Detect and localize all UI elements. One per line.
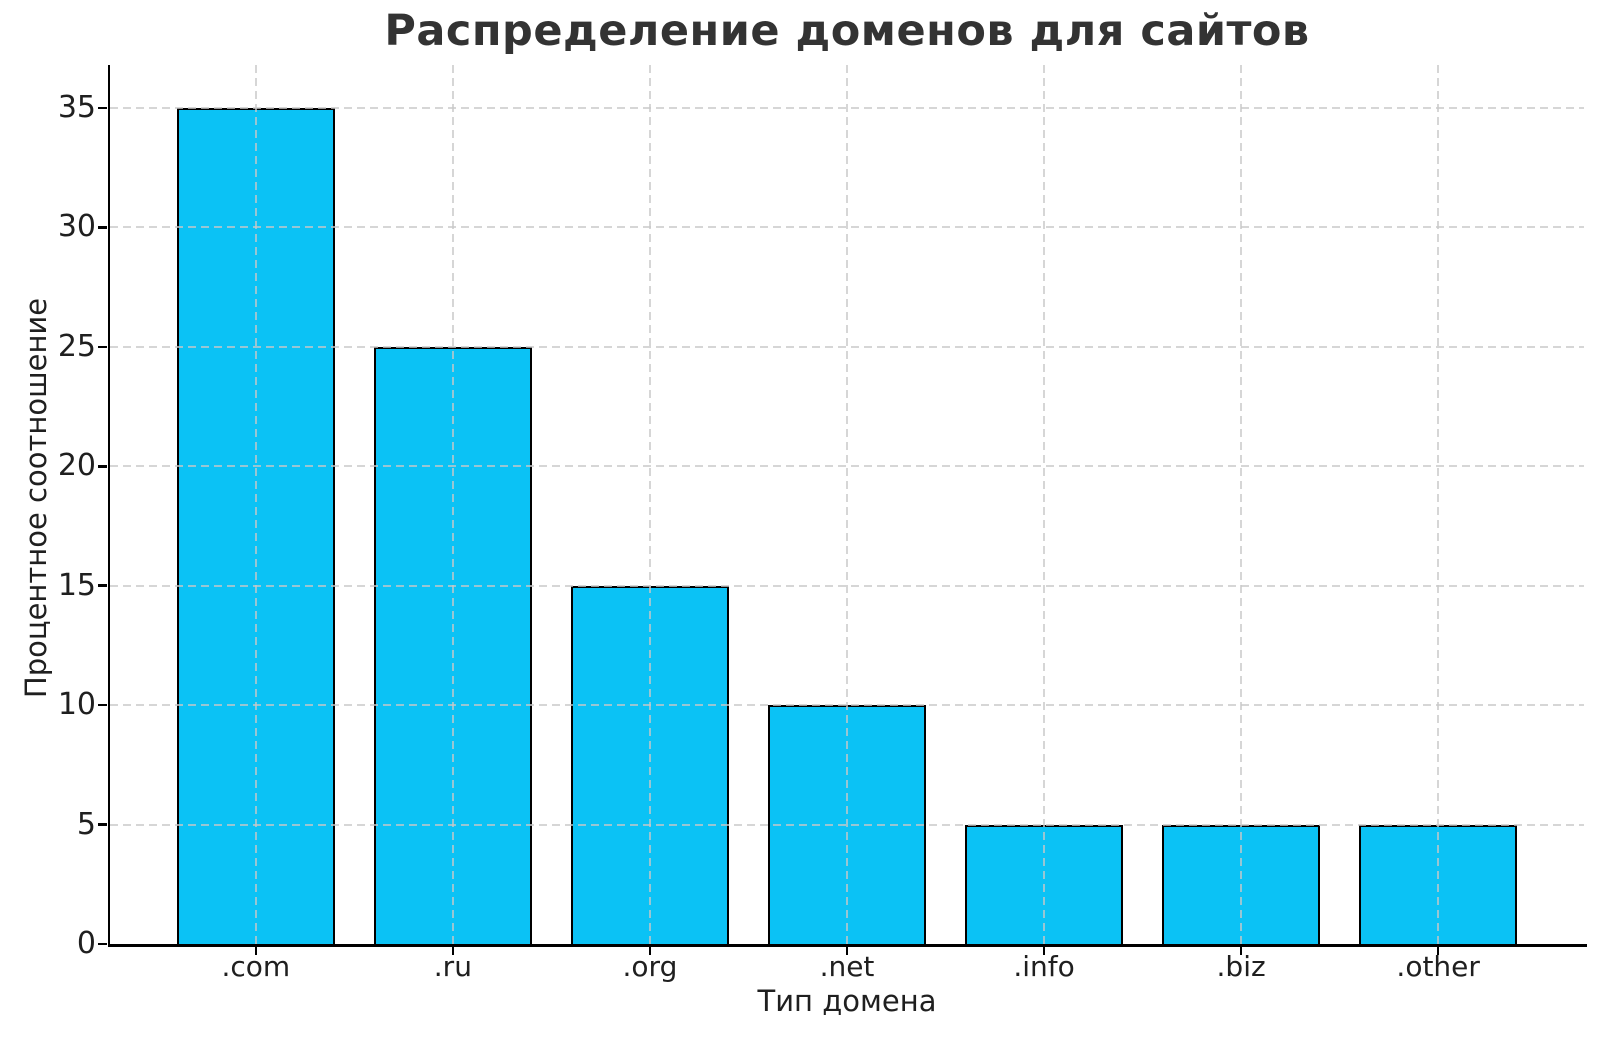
gridline-vertical bbox=[1437, 65, 1440, 944]
y-tick-mark bbox=[98, 226, 107, 229]
plot-area bbox=[110, 65, 1584, 944]
x-tick-label: .ru bbox=[433, 950, 472, 983]
x-tick-mark bbox=[254, 946, 258, 955]
y-tick-mark bbox=[98, 703, 107, 707]
x-tick-mark bbox=[648, 946, 652, 955]
x-tick-label: .other bbox=[1396, 950, 1480, 983]
y-tick-mark bbox=[98, 823, 107, 826]
chart-title: Распределение доменов для сайтов bbox=[384, 6, 1310, 56]
y-tick-mark bbox=[98, 106, 107, 110]
y-axis-spine bbox=[107, 65, 110, 947]
x-tick-label: .net bbox=[819, 950, 875, 983]
y-tick-label: 20 bbox=[57, 448, 96, 484]
x-tick-label: .info bbox=[1013, 950, 1075, 983]
y-tick-mark bbox=[98, 345, 107, 349]
y-tick-mark bbox=[98, 465, 107, 468]
x-tick-mark bbox=[1239, 946, 1243, 955]
y-tick-mark bbox=[98, 942, 107, 946]
y-tick-label: 35 bbox=[57, 89, 96, 125]
y-tick-label: 5 bbox=[76, 806, 96, 842]
gridline-vertical bbox=[254, 65, 257, 944]
gridline-vertical bbox=[1240, 65, 1243, 944]
y-tick-label: 30 bbox=[57, 209, 96, 245]
x-axis-spine bbox=[107, 944, 1587, 947]
x-tick-mark bbox=[451, 946, 455, 955]
gridline-vertical bbox=[648, 65, 651, 944]
y-tick-mark bbox=[98, 584, 107, 587]
y-tick-label: 10 bbox=[57, 687, 96, 723]
x-tick-label: .org bbox=[622, 950, 678, 983]
x-tick-label: .com bbox=[221, 950, 291, 983]
x-tick-mark bbox=[845, 946, 849, 955]
gridline-vertical bbox=[451, 65, 454, 944]
gridline-vertical bbox=[1043, 65, 1046, 944]
gridline-vertical bbox=[846, 65, 848, 944]
y-tick-label: 25 bbox=[57, 328, 96, 364]
y-tick-label: 0 bbox=[76, 926, 96, 961]
x-tick-mark bbox=[1436, 946, 1440, 955]
y-tick-label: 15 bbox=[57, 567, 96, 603]
x-axis-label: Тип домена bbox=[757, 984, 937, 1018]
x-tick-label: .biz bbox=[1216, 950, 1266, 983]
x-tick-mark bbox=[1042, 946, 1046, 955]
